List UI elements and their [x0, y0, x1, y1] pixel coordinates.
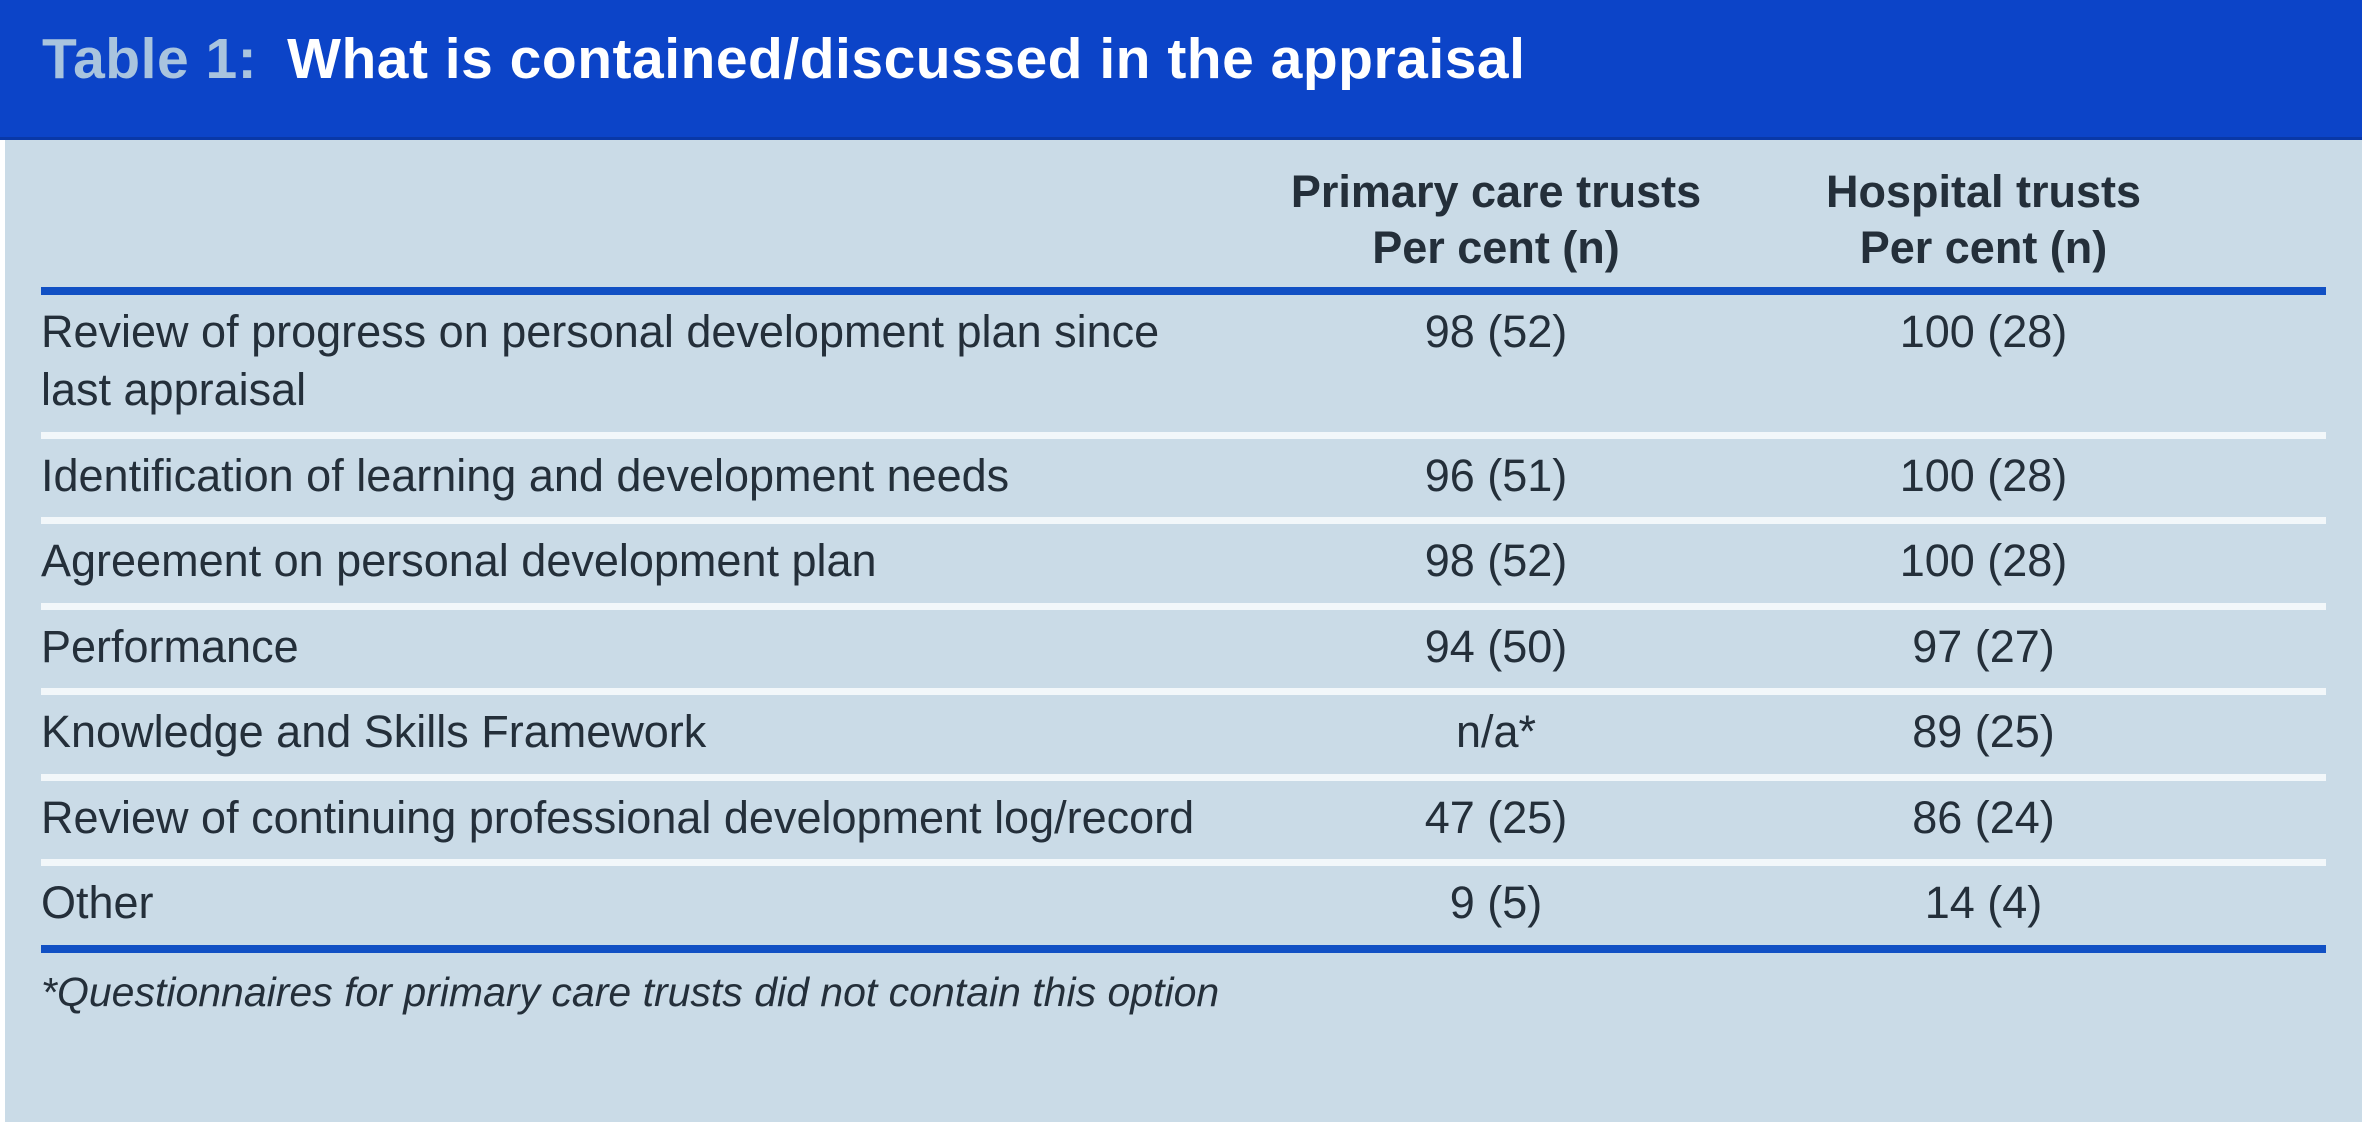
- table-header: Primary care trusts Per cent (n) Hospita…: [41, 140, 2326, 295]
- column-header-line2: Per cent (n): [1859, 222, 2108, 274]
- table-footnote: *Questionnaires for primary care trusts …: [41, 968, 1220, 1015]
- column-header-line1: Primary care trusts: [1290, 166, 1702, 217]
- row-label: Performance: [41, 602, 1231, 692]
- table-number-label: Table 1:: [42, 26, 258, 91]
- column-header-line2: Per cent (n): [1372, 222, 1620, 274]
- hospital-value: 100 (28): [1761, 517, 2326, 606]
- column-header-primary-care-trusts: Primary care trusts Per cent (n): [1231, 140, 1761, 295]
- primary-care-value: 94 (50): [1231, 602, 1761, 692]
- hospital-value: 100 (28): [1899, 305, 2068, 357]
- table-row: Review of continuing professional develo…: [41, 773, 2326, 863]
- table-row: Other 9 (5) 14 (4): [41, 859, 2326, 953]
- hospital-value: 14 (4): [1761, 859, 2326, 953]
- table-body: Review of progress on personal developme…: [41, 291, 2326, 953]
- table-row: Performance 94 (50) 97 (27): [41, 602, 2326, 692]
- primary-care-value: 47 (25): [1231, 773, 1761, 863]
- column-header-hospital-trusts: Hospital trusts Per cent (n): [1761, 140, 2326, 295]
- hospital-value: 89 (25): [1761, 688, 2326, 777]
- table-panel: Primary care trusts Per cent (n) Hospita…: [5, 140, 2362, 1122]
- row-label: Knowledge and Skills Framework: [41, 688, 1231, 777]
- primary-care-value: 96 (51): [1231, 431, 1761, 521]
- primary-care-value: 98 (52): [1231, 517, 1761, 606]
- table-title: What is contained/discussed in the appra…: [287, 26, 1526, 91]
- appraisal-table: Primary care trusts Per cent (n) Hospita…: [41, 140, 2326, 953]
- column-header-line1: Hospital trusts: [1825, 166, 2142, 217]
- table-row: Agreement on personal development plan 9…: [41, 517, 2326, 606]
- table-row: Review of progress on personal developme…: [41, 291, 2326, 436]
- table-row: Identification of learning and developme…: [41, 431, 2326, 521]
- hospital-value: 100 (28): [1761, 431, 2326, 521]
- row-label: Review of continuing professional develo…: [41, 773, 1231, 863]
- table-title-bar: Table 1: What is contained/discussed in …: [0, 0, 2362, 140]
- primary-care-value: n/a*: [1231, 688, 1761, 777]
- row-label: Identification of learning and developme…: [41, 431, 1231, 521]
- table-row: Knowledge and Skills Framework n/a* 89 (…: [41, 688, 2326, 777]
- row-label: Agreement on personal development plan: [41, 517, 1231, 606]
- primary-care-value: 9 (5): [1231, 859, 1761, 953]
- row-label-column-header: [41, 140, 1231, 295]
- primary-care-value: 98 (52): [1424, 305, 1568, 357]
- row-label: Other: [41, 859, 1231, 953]
- header-row: Primary care trusts Per cent (n) Hospita…: [41, 140, 2326, 295]
- hospital-value: 97 (27): [1761, 602, 2326, 692]
- hospital-value: 86 (24): [1761, 773, 2326, 863]
- row-label: Review of progress on personal developme…: [41, 305, 1160, 416]
